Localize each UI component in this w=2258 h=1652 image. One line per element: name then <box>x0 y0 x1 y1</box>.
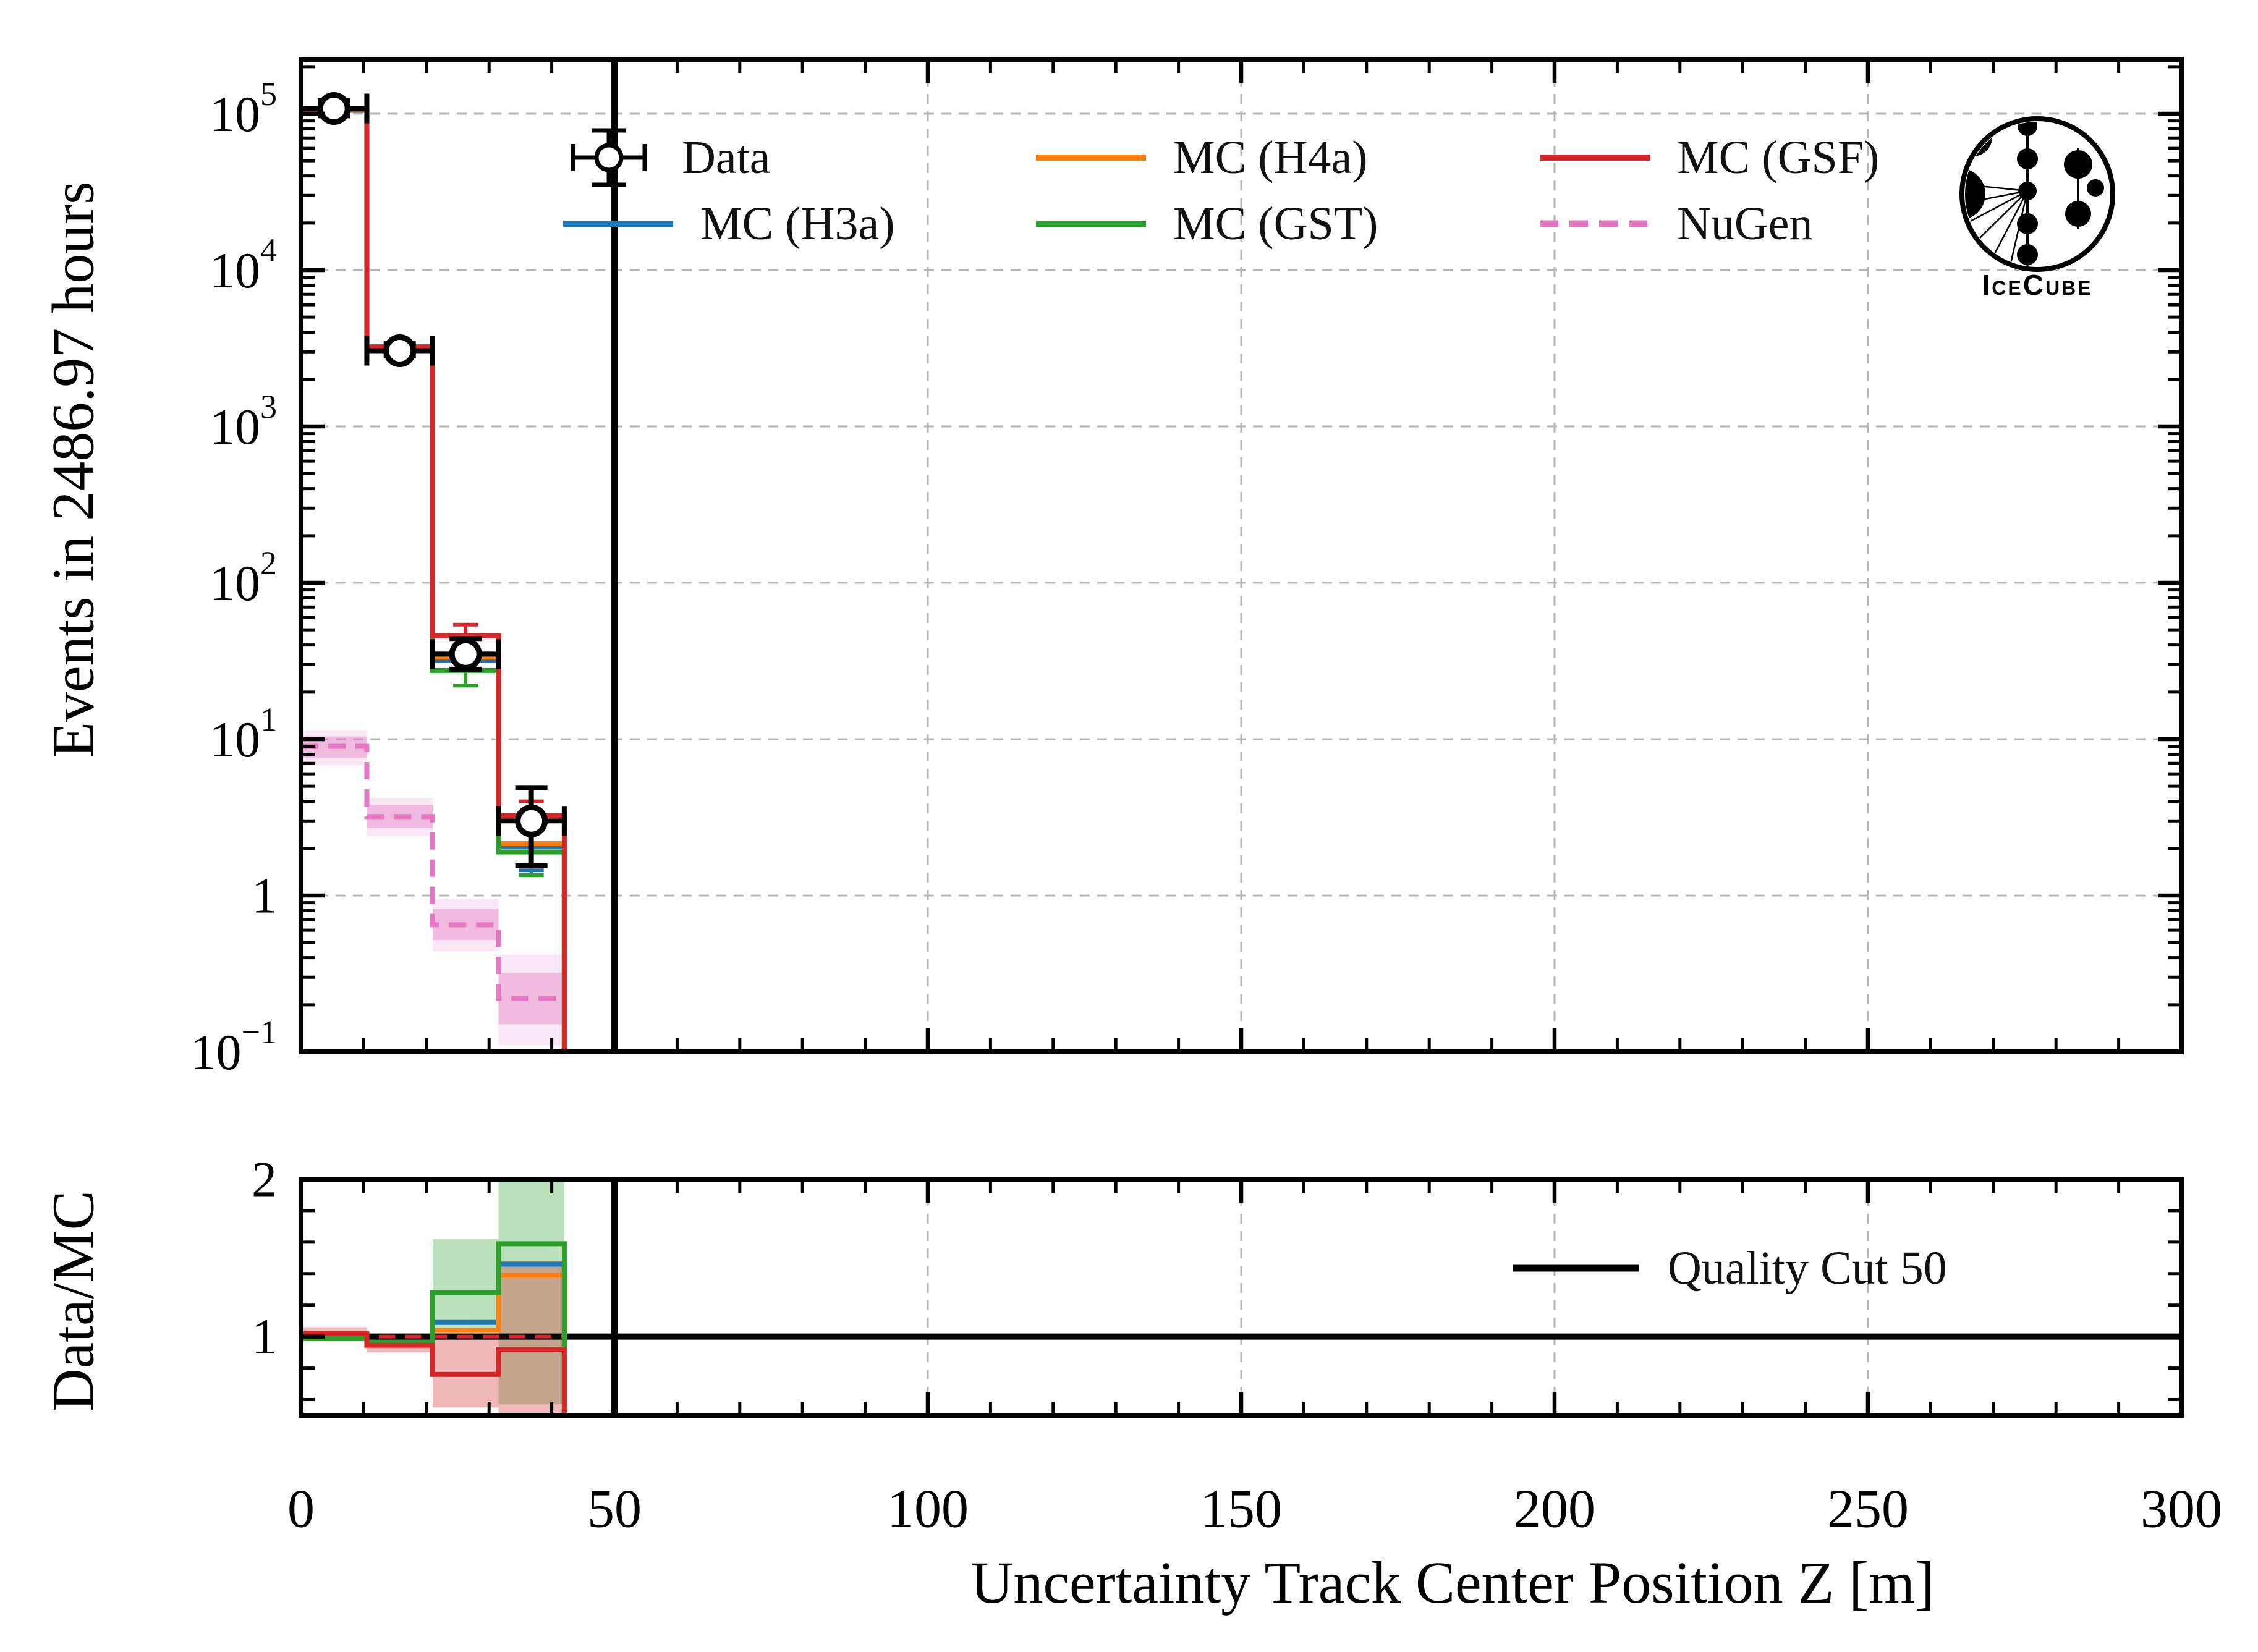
line-swatch-icon <box>1540 155 1650 161</box>
data-points <box>301 92 567 868</box>
x-ticks <box>299 1179 2184 1415</box>
y-tick-label-main: 102 <box>210 544 277 611</box>
x-tick-label: 100 <box>887 1480 969 1540</box>
nugen-histogram <box>301 743 567 1052</box>
y-tick-label-main: 101 <box>210 701 277 768</box>
ratio-band-bin <box>498 1179 564 1405</box>
x-tick-label: 150 <box>1200 1480 1282 1540</box>
legend-label-gsf: MC (GSF) <box>1677 132 1880 184</box>
x-tick-label: 300 <box>2141 1480 2222 1540</box>
main-panel-content <box>301 59 618 1052</box>
ratio-axes <box>299 1177 2184 1418</box>
legend-label-nugen: NuGen <box>1677 198 1813 250</box>
line-swatch-icon <box>1036 221 1146 227</box>
line-swatch-icon <box>1036 155 1146 161</box>
ratio-y-ticks <box>301 1177 2181 1402</box>
ratio-band-bin <box>498 1261 564 1415</box>
legend-label-quality-cut: Quality Cut 50 <box>1668 1242 1947 1294</box>
legend-label-gst: MC (GST) <box>1173 198 1378 250</box>
icecube-logo-text: IceCube <box>1982 269 2093 301</box>
dashed-line-swatch-icon <box>1540 220 1650 227</box>
y-tick-label-main: 104 <box>210 232 277 299</box>
legend-item-data: Data <box>559 127 770 188</box>
main-y-ticks <box>301 65 2181 1054</box>
ratio-step-gsf <box>301 1331 567 1415</box>
data-marker <box>515 804 548 837</box>
y-tick-label-ratio: 2 <box>252 1151 277 1208</box>
x-ticks <box>299 59 2184 1052</box>
x-axis-label: Uncertainty Track Center Position Z [m] <box>970 1549 1935 1616</box>
y-axis-label-ratio: Data/MC <box>40 1190 106 1412</box>
legend-item-h4a: MC (H4a) <box>1032 127 1368 188</box>
x-tick-label: 50 <box>587 1480 642 1540</box>
y-axis-label-main: Events in 2486.97 hours <box>40 181 106 758</box>
data-marker <box>449 637 482 671</box>
legend-label-h4a: MC (H4a) <box>1173 132 1368 184</box>
x-tick-label: 200 <box>1514 1480 1595 1540</box>
legend-label-h3a: MC (H3a) <box>700 198 895 250</box>
y-tick-label-main: 10−1 <box>191 1014 277 1080</box>
tick-labels: 105 104 103 102 101 1 10−1 1 2 0 50 100 150 200 250 300 <box>191 75 2222 1540</box>
data-marker <box>317 92 350 125</box>
y-tick-label-ratio: 1 <box>252 1308 277 1365</box>
data-marker-icon <box>571 128 647 187</box>
legend-item-quality-cut: Quality Cut 50 <box>1508 1237 1947 1299</box>
data-marker <box>383 334 417 367</box>
legend-label-data: Data <box>682 132 771 184</box>
main-axes <box>299 57 2184 1054</box>
icecube-logo <box>1959 116 2115 272</box>
y-tick-label-main: 105 <box>210 75 277 142</box>
x-tick-label: 0 <box>287 1480 315 1540</box>
y-tick-label-main: 1 <box>252 868 277 924</box>
legend-item-nugen: NuGen <box>1536 193 1813 255</box>
line-swatch-icon <box>563 221 673 227</box>
legend-item-gsf: MC (GSF) <box>1536 127 1879 188</box>
y-tick-label-main: 103 <box>210 388 277 455</box>
legend-item-h3a: MC (H3a) <box>559 193 895 255</box>
legend-item-gst: MC (GST) <box>1032 193 1378 255</box>
black-line-swatch-icon <box>1513 1264 1639 1272</box>
x-tick-label: 250 <box>1827 1480 1909 1540</box>
